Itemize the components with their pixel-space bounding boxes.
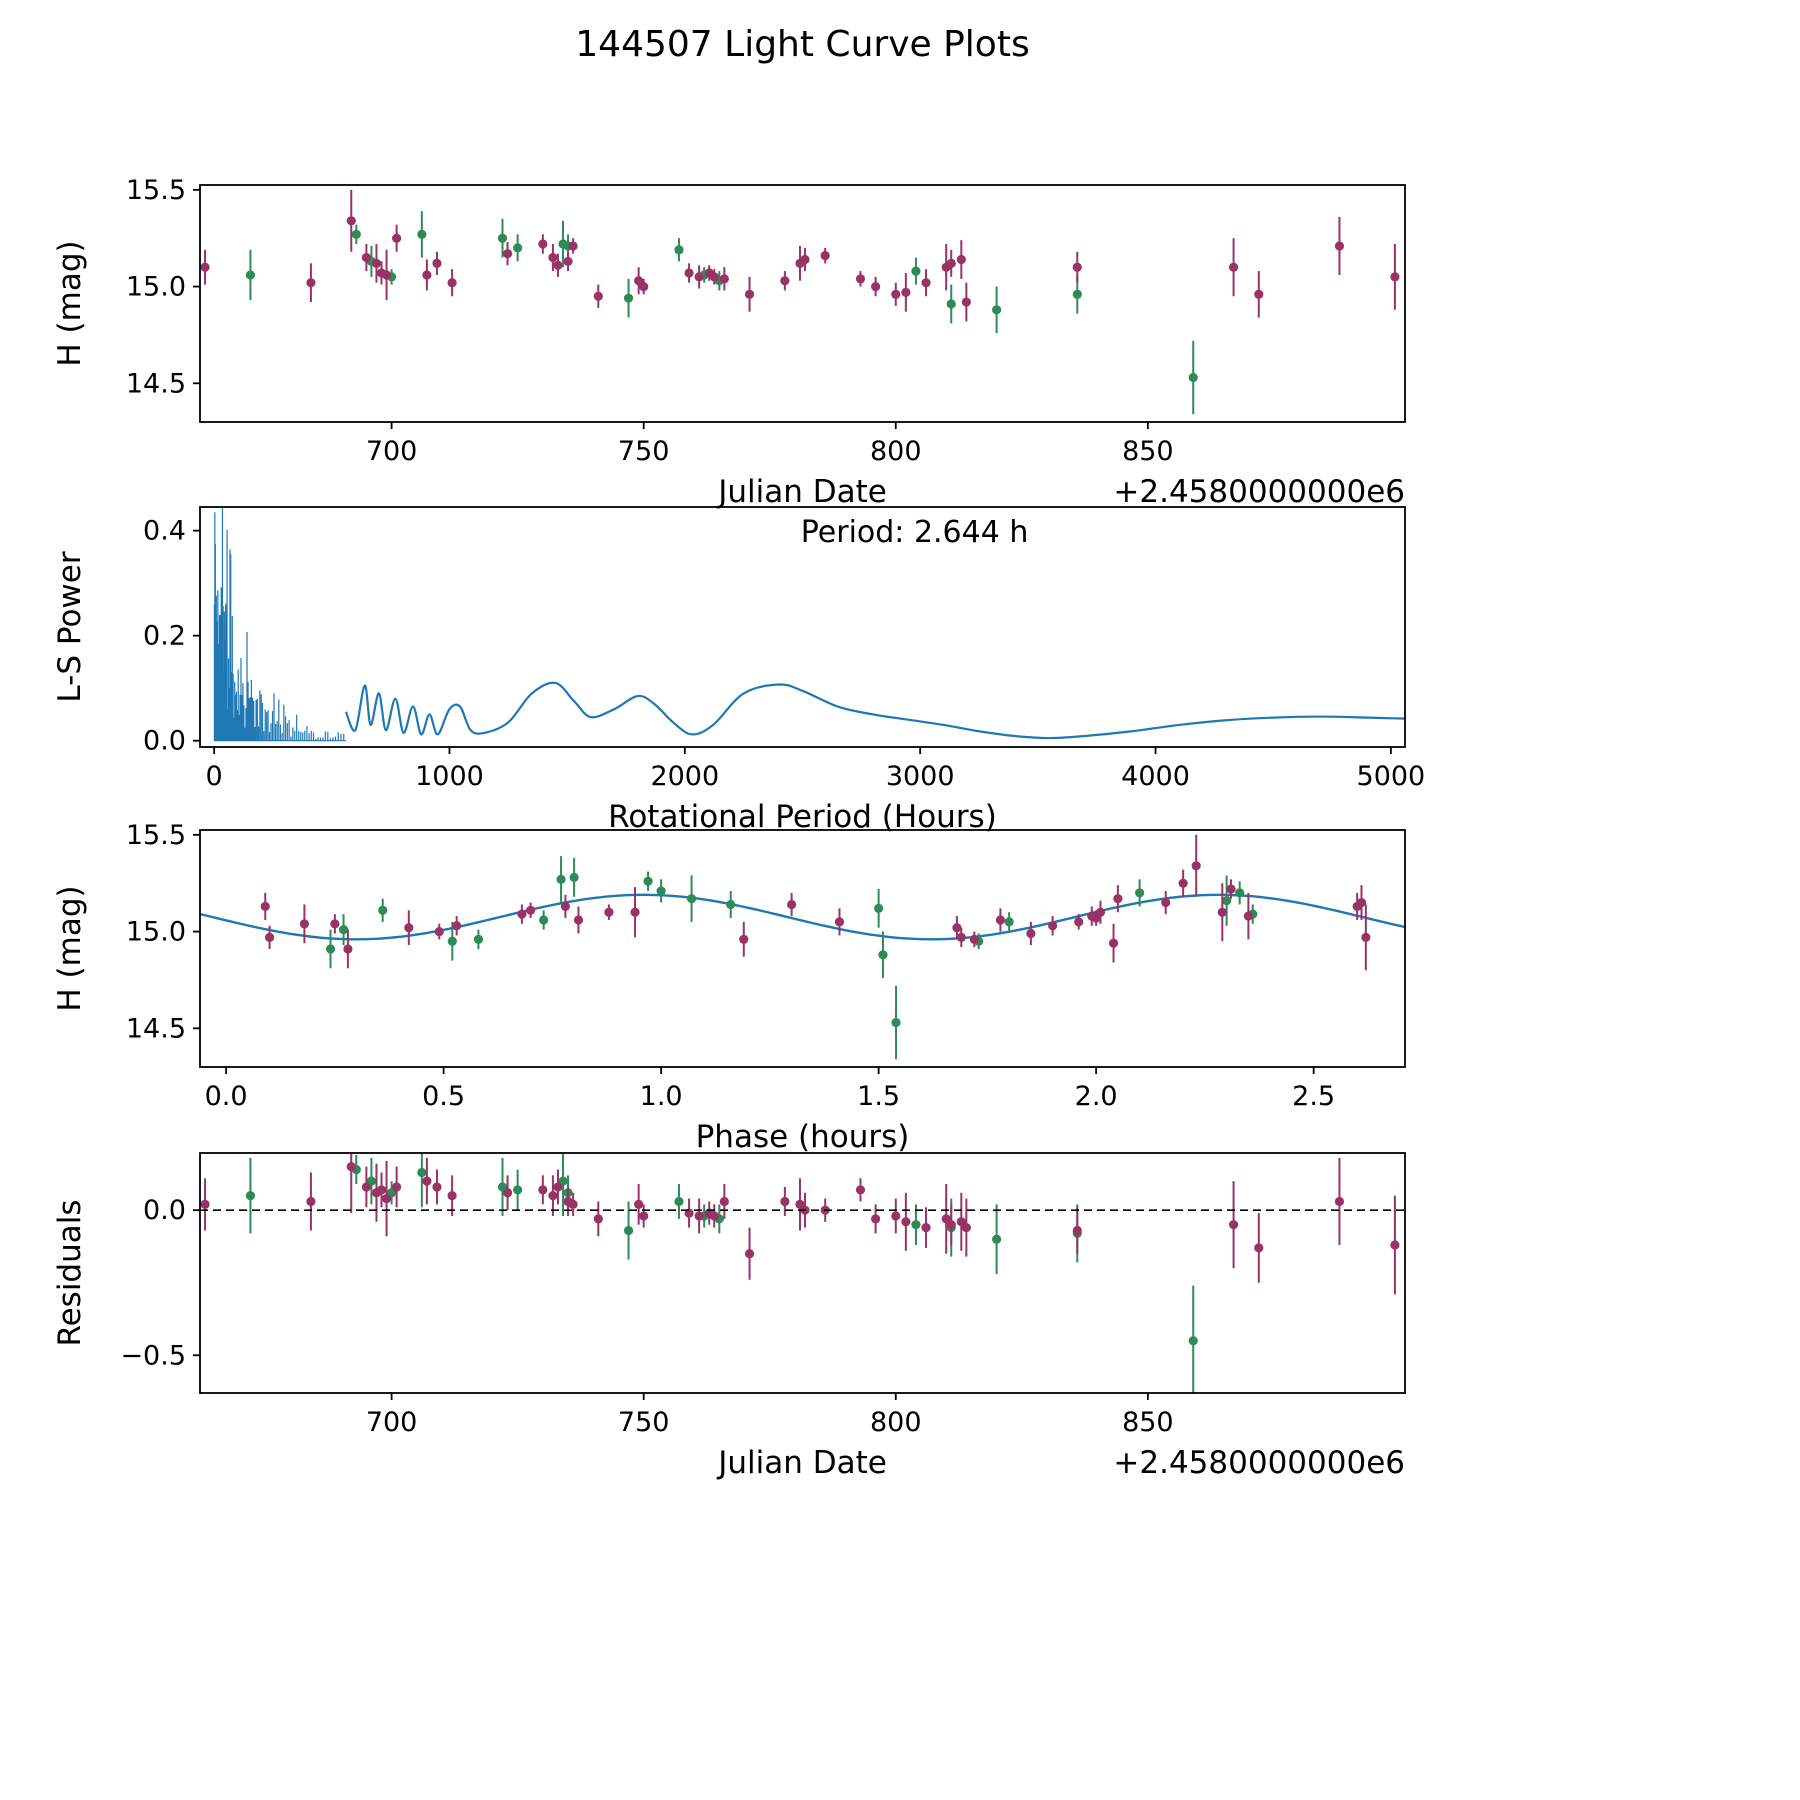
plot-area-periodogram	[213, 507, 1405, 742]
svg-text:H (mag): H (mag)	[52, 240, 88, 366]
svg-text:700: 700	[366, 436, 418, 467]
svg-text:0.4: 0.4	[143, 516, 186, 547]
panel-light_curve: 700 750 800 850 14.5 15.0 15.5 Julian Date +2.45…	[52, 175, 1406, 510]
svg-text:800: 800	[870, 1407, 922, 1438]
svg-text:750: 750	[618, 436, 670, 467]
svg-text:0.0: 0.0	[205, 1081, 248, 1112]
svg-text:3000: 3000	[886, 761, 955, 792]
svg-text:4000: 4000	[1121, 761, 1190, 792]
plot-area-phase_curve	[200, 834, 1405, 1060]
series-dataset-purple	[200, 1153, 1400, 1295]
svg-text:1.0: 1.0	[640, 1081, 683, 1112]
panel-periodogram: 0 1000 2000 3000 4000 5000 0.0 0.2 0.4 Rotational…	[52, 506, 1426, 835]
svg-text:0.0: 0.0	[143, 1195, 186, 1226]
svg-text:Phase (hours): Phase (hours)	[696, 1119, 910, 1155]
plot-area-light_curve	[200, 189, 1400, 415]
svg-text:15.5: 15.5	[126, 820, 186, 851]
svg-text:15.0: 15.0	[126, 917, 186, 948]
svg-text:−0.5: −0.5	[120, 1340, 186, 1371]
svg-text:15.5: 15.5	[126, 175, 186, 206]
svg-text:0: 0	[206, 761, 223, 792]
svg-text:14.5: 14.5	[126, 1013, 186, 1044]
svg-text:Rotational Period (Hours): Rotational Period (Hours)	[608, 799, 997, 835]
svg-text:0.2: 0.2	[143, 621, 186, 652]
svg-text:Residuals: Residuals	[52, 1199, 88, 1346]
plot-area-residuals	[200, 1153, 1400, 1393]
svg-text:2.0: 2.0	[1075, 1081, 1118, 1112]
svg-text:+2.4580000000e6: +2.4580000000e6	[1113, 474, 1405, 510]
svg-text:15.0: 15.0	[126, 272, 186, 303]
svg-text:14.5: 14.5	[126, 368, 186, 399]
panel-residuals: 700 750 800 850 0.0 −0.5 Julian Date +2.4580000…	[52, 1152, 1406, 1481]
svg-text:H (mag): H (mag)	[52, 885, 88, 1011]
svg-text:0.5: 0.5	[422, 1081, 465, 1112]
svg-text:850: 850	[1122, 1407, 1174, 1438]
svg-text:800: 800	[870, 436, 922, 467]
svg-text:Period: 2.644 h: Period: 2.644 h	[801, 515, 1029, 550]
svg-text:5000: 5000	[1357, 761, 1426, 792]
svg-text:1.5: 1.5	[857, 1081, 900, 1112]
svg-text:2000: 2000	[650, 761, 719, 792]
panel-phase_curve: 0.0 0.5 1.0 1.5 2.0 2.5 14.5 15.0 15.5 Phase (hou…	[52, 820, 1406, 1155]
figure-title: 144507 Light Curve Plots	[575, 24, 1030, 65]
svg-text:L-S Power: L-S Power	[52, 551, 88, 702]
svg-text:Julian Date: Julian Date	[716, 1445, 887, 1481]
series-dataset-purple	[200, 189, 1400, 322]
svg-text:850: 850	[1122, 436, 1174, 467]
svg-text:1000: 1000	[415, 761, 484, 792]
series-dataset-green	[325, 856, 1258, 1060]
svg-text:0.0: 0.0	[143, 726, 186, 757]
series-dataset-green	[245, 1153, 1198, 1393]
svg-text:700: 700	[366, 1407, 418, 1438]
svg-text:+2.4580000000e6: +2.4580000000e6	[1113, 1445, 1405, 1481]
series-dataset-purple	[260, 834, 1371, 971]
svg-text:750: 750	[618, 1407, 670, 1438]
svg-text:Julian Date: Julian Date	[716, 474, 887, 510]
svg-text:2.5: 2.5	[1292, 1081, 1335, 1112]
series-dataset-green	[245, 211, 1198, 415]
